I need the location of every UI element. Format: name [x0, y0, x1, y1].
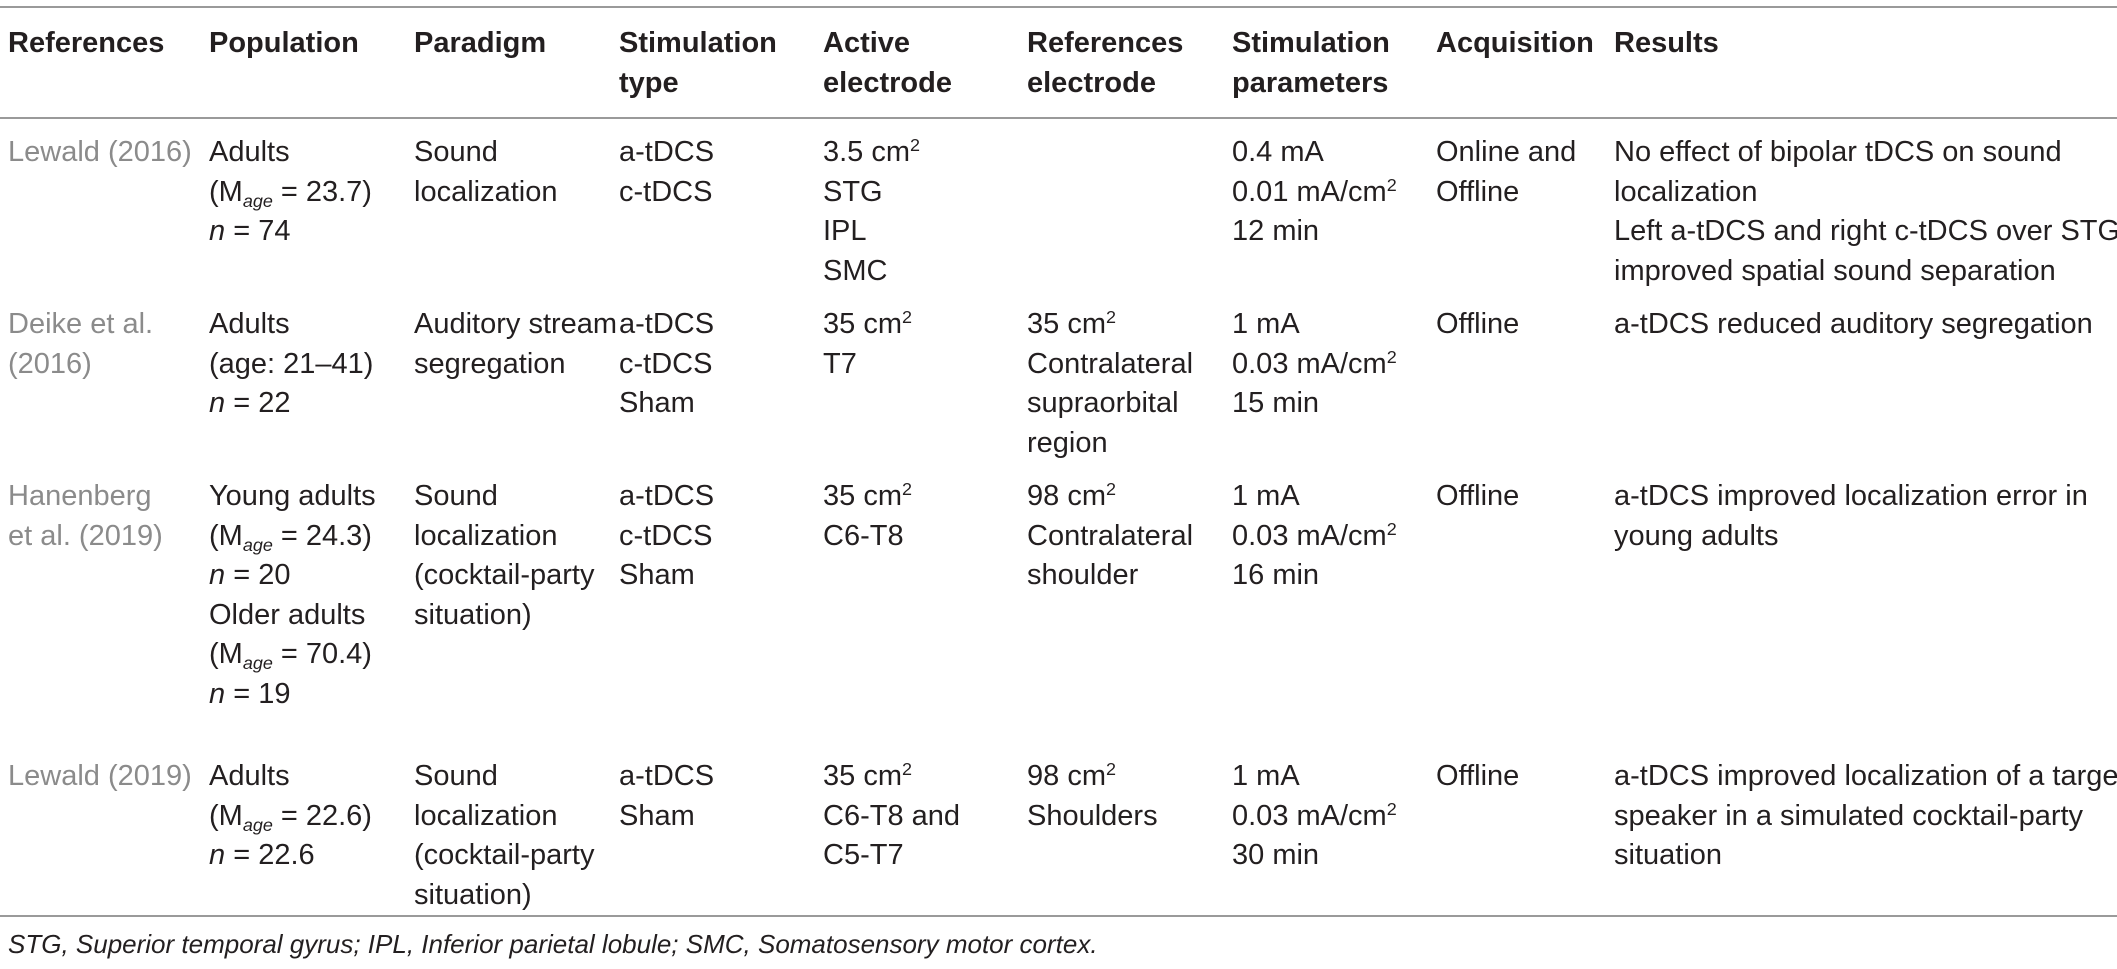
header-results: Results: [1614, 27, 1719, 59]
header-population: Population: [209, 27, 359, 59]
cell-reference: Hanenberg et al. (2019): [8, 480, 163, 552]
cell-stimulation-type: a-tDCS Sham: [619, 760, 715, 832]
cell-paradigm: Sound localization (cocktail-party situa…: [414, 760, 595, 911]
studies-table: References Population Paradigm Stimulati…: [0, 6, 2117, 917]
cell-reference: Deike et al. (2016): [8, 308, 154, 380]
cell-paradigm: Auditory stream segregation: [414, 308, 618, 380]
header-active-electrode: Active electrode: [823, 27, 952, 99]
cell-active-electrode: 35 cm2 C6-T8 and C5-T7: [823, 759, 961, 871]
cell-references-electrode: 35 cm2 Contralateral supraorbital region: [1027, 307, 1194, 459]
cell-stimulation-type: a-tDCS c-tDCS Sham: [619, 308, 715, 419]
cell-references-electrode: 98 cm2 Shoulders: [1027, 759, 1158, 832]
cell-stimulation-parameters: 1 mA 0.03 mA/cm2 15 min: [1232, 308, 1397, 419]
cell-active-electrode: 35 cm2 T7: [823, 307, 912, 380]
table-row: Lewald (2019) Adults (Mage = 22.6) n = 2…: [0, 743, 2117, 916]
header-references-electrode: References electrode: [1027, 27, 1184, 99]
cell-population: Young adults (Mage = 24.3) n = 20 Older …: [209, 480, 376, 710]
table-row: Deike et al. (2016) Adults (age: 21–41) …: [0, 291, 2117, 463]
cell-stimulation-type: a-tDCS c-tDCS: [619, 136, 715, 208]
cell-population: Adults (Mage = 23.7) n = 74: [209, 136, 372, 247]
cell-paradigm: Sound localization (cocktail-party situa…: [414, 480, 595, 631]
cell-references-electrode: [1027, 118, 1232, 291]
cell-results: a-tDCS reduced auditory segregation: [1614, 308, 2093, 340]
cell-active-electrode: 3.5 cm2 STG IPL SMC: [823, 135, 921, 287]
cell-acquisition: Offline: [1436, 760, 1520, 792]
cell-stimulation-parameters: 0.4 mA 0.01 mA/cm2 12 min: [1232, 136, 1397, 247]
cell-active-electrode: 35 cm2 C6-T8: [823, 479, 912, 552]
header-paradigm: Paradigm: [414, 27, 547, 59]
header-acquisition: Acquisition: [1436, 27, 1594, 59]
table-row: Lewald (2016) Adults (Mage = 23.7) n = 7…: [0, 118, 2117, 291]
cell-results: a-tDCS improved localization error in yo…: [1614, 480, 2088, 552]
cell-population: Adults (age: 21–41) n = 22: [209, 308, 374, 419]
cell-stimulation-parameters: 1 mA 0.03 mA/cm2 30 min: [1232, 760, 1397, 871]
header-references: References: [8, 27, 165, 59]
cell-acquisition: Offline: [1436, 480, 1520, 512]
table-header-row: References Population Paradigm Stimulati…: [0, 7, 2117, 118]
cell-paradigm: Sound localization: [414, 136, 558, 208]
cell-stimulation-type: a-tDCS c-tDCS Sham: [619, 480, 715, 591]
header-stimulation-type: Stimulation type: [619, 27, 777, 99]
header-stimulation-parameters: Stimulation parameters: [1232, 27, 1390, 99]
cell-references-electrode: 98 cm2 Contralateral shoulder: [1027, 479, 1194, 591]
table-footnote: STG, Superior temporal gyrus; IPL, Infer…: [8, 929, 1098, 959]
table-row: Hanenberg et al. (2019) Young adults (Ma…: [0, 463, 2117, 743]
cell-stimulation-parameters: 1 mA 0.03 mA/cm2 16 min: [1232, 480, 1397, 591]
cell-results: a-tDCS improved localization of a target…: [1614, 760, 2117, 871]
cell-acquisition: Online and Offline: [1436, 136, 1577, 208]
cell-reference: Lewald (2016): [8, 136, 192, 168]
cell-population: Adults (Mage = 22.6) n = 22.6: [209, 760, 372, 871]
cell-acquisition: Offline: [1436, 308, 1520, 340]
cell-results: No effect of bipolar tDCS on sound local…: [1614, 136, 2117, 287]
cell-reference: Lewald (2019): [8, 760, 192, 792]
